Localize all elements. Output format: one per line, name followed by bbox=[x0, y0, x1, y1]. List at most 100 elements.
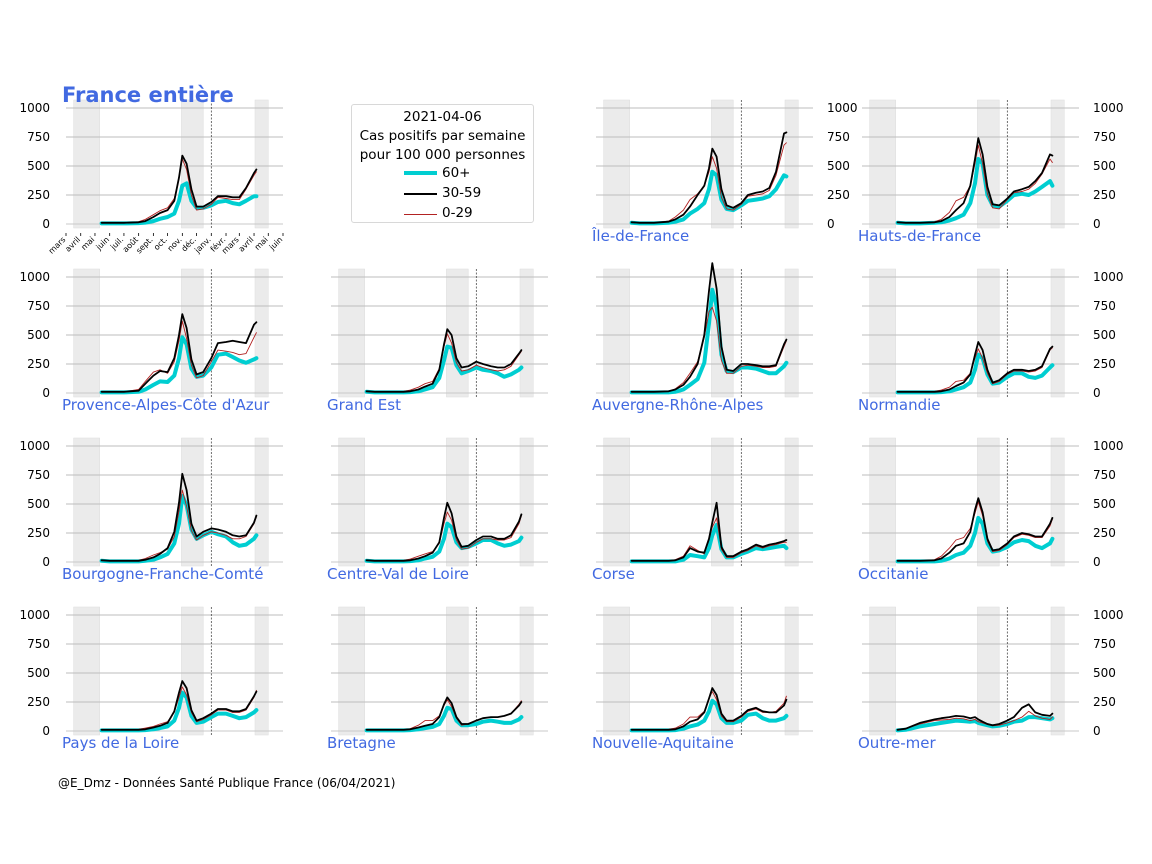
panel-region-label: Auvergne-Rhône-Alpes bbox=[592, 396, 764, 414]
y-tick-label: 750 bbox=[827, 130, 850, 144]
y-tick-label: 1000 bbox=[827, 101, 858, 115]
y-tick-label: 750 bbox=[1093, 637, 1116, 651]
y-tick-label: 750 bbox=[1093, 130, 1116, 144]
legend-title-metric: Cas positifs par semaine bbox=[359, 128, 526, 144]
series-line-0-29 bbox=[631, 142, 787, 224]
y-tick-label: 1000 bbox=[1093, 101, 1124, 115]
series-line-30-59 bbox=[630, 131, 788, 224]
panel-13: Nouvelle-Aquitaine bbox=[592, 606, 813, 752]
shaded-period bbox=[73, 437, 100, 567]
y-tick-label: 250 bbox=[27, 357, 50, 371]
shaded-period bbox=[73, 99, 100, 229]
y-tick-label: 750 bbox=[27, 637, 50, 651]
y-tick-label: 0 bbox=[1093, 217, 1101, 231]
series-line-30-59 bbox=[630, 501, 788, 562]
panel-6: 0 250 500 750 1000 Normandie bbox=[858, 268, 1124, 414]
series-line-60plus bbox=[895, 515, 1055, 564]
panel-5: Auvergne-Rhône-Alpes bbox=[592, 262, 813, 414]
y-tick-label: 0 bbox=[42, 724, 50, 738]
y-tick-label: 0 bbox=[1093, 555, 1101, 569]
shaded-period bbox=[519, 606, 534, 736]
shaded-period bbox=[784, 268, 799, 398]
series-line-30-59 bbox=[630, 262, 788, 393]
y-tick-label: 750 bbox=[27, 468, 50, 482]
series-line-60plus bbox=[629, 169, 789, 226]
panel-4: Grand Est bbox=[327, 268, 548, 414]
y-tick-label: 500 bbox=[827, 159, 850, 173]
panel-region-label: Hauts-de-France bbox=[858, 227, 981, 245]
series-line-60plus bbox=[629, 522, 789, 564]
y-tick-label: 0 bbox=[42, 217, 50, 231]
y-tick-label: 250 bbox=[1093, 357, 1116, 371]
legend-entry-30-59: 30-59 bbox=[352, 184, 533, 204]
shaded-period bbox=[73, 268, 100, 398]
panel-region-label: Corse bbox=[592, 565, 635, 583]
month-tick-label: juin bbox=[94, 235, 111, 252]
series-line-60plus bbox=[629, 287, 789, 395]
legend-label-0-29: 0-29 bbox=[442, 205, 473, 221]
shaded-period bbox=[519, 268, 534, 398]
shaded-period bbox=[869, 268, 896, 398]
y-tick-label: 0 bbox=[1093, 724, 1101, 738]
shaded-period bbox=[1050, 268, 1065, 398]
series-line-60plus bbox=[895, 715, 1055, 733]
series-line-60plus bbox=[364, 705, 524, 733]
y-tick-label: 1000 bbox=[19, 608, 50, 622]
y-tick-label: 500 bbox=[27, 497, 50, 511]
y-tick-label: 0 bbox=[1093, 386, 1101, 400]
series-line-30-59 bbox=[365, 328, 523, 393]
series-line-30-59 bbox=[100, 680, 258, 731]
y-tick-label: 750 bbox=[1093, 299, 1116, 313]
series-line-60plus bbox=[364, 344, 524, 395]
legend-entry-0-29: 0-29 bbox=[352, 204, 533, 224]
y-tick-label: 250 bbox=[1093, 526, 1116, 540]
panel-region-label: Grand Est bbox=[327, 396, 401, 414]
panel-region-label: Occitanie bbox=[858, 565, 928, 583]
y-tick-label: 0 bbox=[827, 217, 835, 231]
y-tick-label: 500 bbox=[1093, 497, 1116, 511]
panel-region-label: Île-de-France bbox=[591, 226, 689, 245]
panel-1: 0 250 500 750 1000 Île-de-France bbox=[591, 99, 858, 245]
y-tick-label: 250 bbox=[27, 188, 50, 202]
y-tick-label: 250 bbox=[27, 695, 50, 709]
panel-9: Corse bbox=[592, 437, 813, 583]
y-tick-label: 1000 bbox=[19, 439, 50, 453]
shaded-period bbox=[73, 606, 100, 736]
panel-title-france: France entière bbox=[62, 83, 234, 107]
shaded-period bbox=[603, 99, 630, 229]
y-tick-label: 500 bbox=[27, 328, 50, 342]
legend-label-30-59: 30-59 bbox=[442, 185, 482, 201]
y-tick-label: 1000 bbox=[1093, 439, 1124, 453]
panel-region-label: Bretagne bbox=[327, 734, 396, 752]
panel-region-label: Pays de la Loire bbox=[62, 734, 179, 752]
y-tick-label: 750 bbox=[27, 130, 50, 144]
panel-2: 0 250 500 750 1000 Hauts-de-France bbox=[858, 99, 1124, 245]
series-line-0-29 bbox=[101, 158, 257, 224]
shaded-period bbox=[869, 99, 896, 229]
shaded-period bbox=[519, 437, 534, 567]
panel-10: 0 250 500 750 1000 Occitanie bbox=[858, 437, 1124, 583]
shaded-period bbox=[603, 437, 630, 567]
series-line-60plus bbox=[895, 352, 1055, 395]
y-tick-label: 250 bbox=[1093, 695, 1116, 709]
y-tick-label: 250 bbox=[827, 188, 850, 202]
legend-swatch-60plus bbox=[404, 171, 437, 175]
series-line-30-59 bbox=[896, 341, 1054, 393]
shaded-period bbox=[254, 268, 269, 398]
series-line-60plus bbox=[99, 335, 259, 395]
shaded-period bbox=[338, 268, 365, 398]
panel-3: 0 250 500 750 1000 Provence-Alpes-Côte d'Azur bbox=[19, 268, 283, 414]
y-tick-label: 1000 bbox=[19, 270, 50, 284]
legend-label-60plus: 60+ bbox=[442, 165, 471, 181]
series-line-0-29 bbox=[101, 320, 257, 393]
month-tick-label: mai bbox=[79, 235, 96, 252]
shaded-period bbox=[338, 606, 365, 736]
series-line-30-59 bbox=[100, 472, 258, 562]
series-line-0-29 bbox=[101, 686, 257, 731]
series-line-60plus bbox=[629, 698, 789, 733]
panel-region-label: Nouvelle-Aquitaine bbox=[592, 734, 734, 752]
shaded-period bbox=[711, 99, 734, 229]
series-line-0-29 bbox=[366, 333, 522, 393]
shaded-period bbox=[181, 268, 204, 398]
